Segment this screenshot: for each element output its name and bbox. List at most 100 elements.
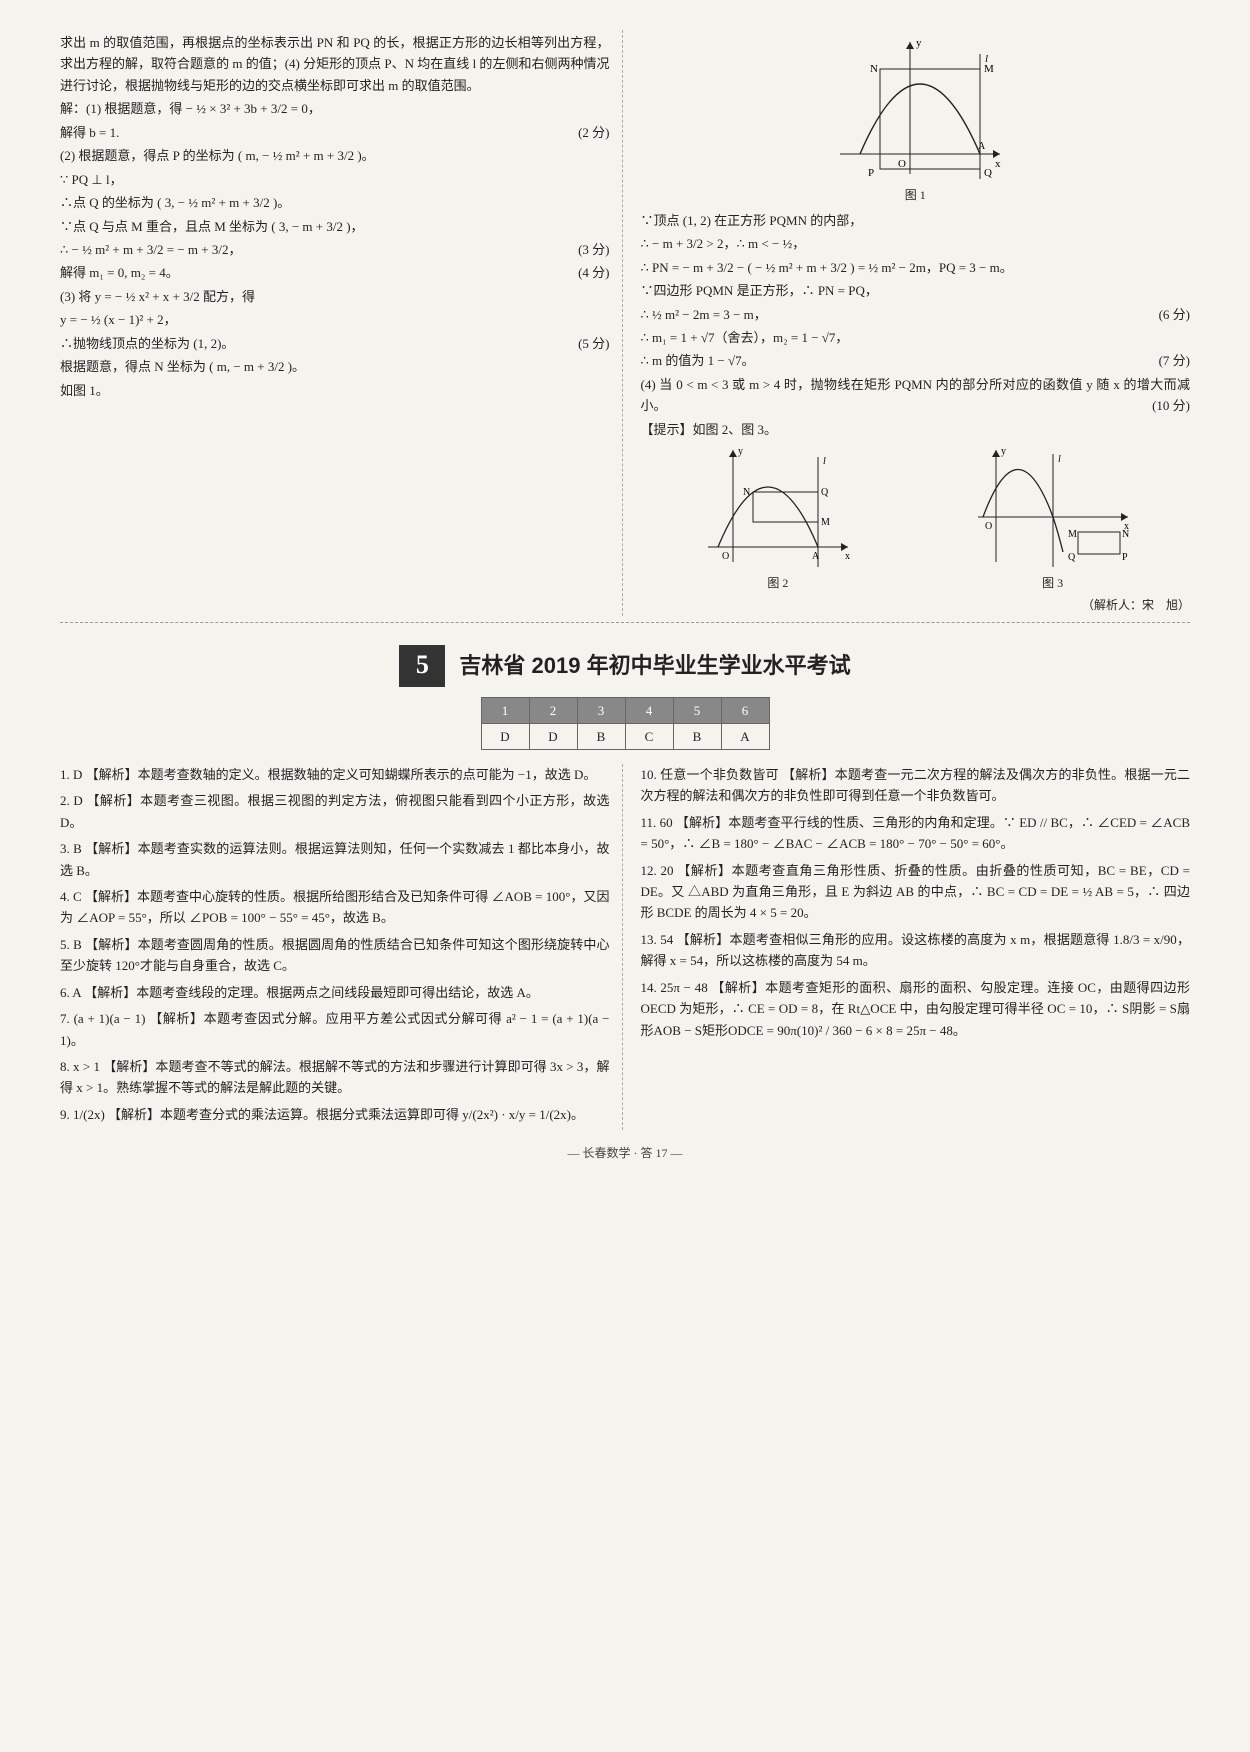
ah-1: 1 — [481, 697, 529, 723]
ul-b-text: 解得 b = 1. — [60, 125, 119, 140]
ul-para-intro: 求出 m 的取值范围，再根据点的坐标表示出 PN 和 PQ 的长，根据正方形的边… — [60, 32, 610, 96]
fig3-l: l — [1058, 454, 1061, 465]
av-5: B — [673, 723, 721, 749]
ur-pn-pq: ∴ PN = − m + 3/2 − ( − ½ m² + m + 3/2 ) … — [641, 257, 1191, 278]
ul-eq: ∴ − ½ m² + m + 3/2 = − m + 3/2， (3 分) — [60, 239, 610, 260]
fig2-M: M — [821, 517, 830, 528]
fig2-x: x — [845, 551, 850, 562]
ah-6: 6 — [721, 697, 769, 723]
page-footer: — 长春数学 · 答 17 — — [60, 1144, 1190, 1164]
fig3-label: 图 3 — [915, 574, 1190, 594]
section-5-heading: 5 吉林省 2019 年初中毕业生学业水平考试 — [60, 645, 1190, 687]
ul-m-text: 解得 m₁ = 0, m₂ = 4。 — [60, 265, 179, 280]
upper-left-col: 求出 m 的取值范围，再根据点的坐标表示出 PN 和 PQ 的长，根据正方形的边… — [60, 30, 623, 616]
fig3-svg: y x O l M N Q P — [968, 442, 1138, 572]
ul-complete-sq: (3) 将 y = − ½ x² + x + 3/2 配方，得 — [60, 286, 610, 307]
fig3-N: N — [1122, 529, 1129, 540]
ur-m-bound: ∴ − m + 3/2 > 2，∴ m < − ½， — [641, 233, 1191, 254]
fig1-M: M — [984, 63, 994, 75]
ul-score-4: (4 分) — [578, 262, 609, 283]
ul-qm: ∵点 Q 与点 M 重合，且点 M 坐标为 ( 3, − m + 3/2 )， — [60, 216, 610, 237]
fig2-l: l — [823, 456, 826, 467]
ur-part4: (4) 当 0 < m < 3 或 m > 4 时，抛物线在矩形 PQMN 内的… — [641, 374, 1191, 417]
ur-score-7: (7 分) — [1159, 350, 1190, 371]
section-title-text: 吉林省 2019 年初中毕业生学业水平考试 — [459, 648, 850, 684]
ul-score-3: (3 分) — [578, 239, 609, 260]
ul-score-5: (5 分) — [578, 333, 609, 354]
ul-vertex-coord: ∴抛物线顶点的坐标为 (1, 2)。 (5 分) — [60, 333, 610, 354]
ul-score-2: (2 分) — [578, 122, 609, 143]
fig3-Q: Q — [1068, 552, 1076, 563]
fig2-N: N — [743, 487, 750, 498]
q1: 1. D 【解析】本题考查数轴的定义。根据数轴的定义可知蝴蝶所表示的点可能为 −… — [60, 764, 610, 785]
fig1-label: 图 1 — [641, 186, 1191, 206]
lower-right-col: 10. 任意一个非负数皆可 【解析】本题考查一元二次方程的解法及偶次方的非负性。… — [641, 764, 1191, 1131]
ul-pq-perp: ∵ PQ ⊥ l， — [60, 169, 610, 190]
ah-5: 5 — [673, 697, 721, 723]
ah-3: 3 — [577, 697, 625, 723]
fig2-O: O — [722, 551, 729, 562]
q12: 12. 20 【解析】本题考查直角三角形性质、折叠的性质。由折叠的性质可知，BC… — [641, 860, 1191, 924]
ul-m-vals: 解得 m₁ = 0, m₂ = 4。 (4 分) — [60, 262, 610, 283]
q4: 4. C 【解析】本题考查中心旋转的性质。根据所给图形结合及已知条件可得 ∠AO… — [60, 886, 610, 929]
fig3-P: P — [1122, 552, 1128, 563]
lower-two-column: 1. D 【解析】本题考查数轴的定义。根据数轴的定义可知蝴蝶所表示的点可能为 −… — [60, 764, 1190, 1131]
analyst-credit: （解析人：宋 旭） — [641, 596, 1191, 616]
q8: 8. x > 1 【解析】本题考查不等式的解法。根据解不等式的方法和步骤进行计算… — [60, 1056, 610, 1099]
ul-p-coords: (2) 根据题意，得点 P 的坐标为 ( m, − ½ m² + m + 3/2… — [60, 145, 610, 166]
q5: 5. B 【解析】本题考查圆周角的性质。根据圆周角的性质结合已知条件可知这个图形… — [60, 934, 610, 977]
answer-table: 1 2 3 4 5 6 D D B C B A — [481, 697, 770, 750]
q11: 11. 60 【解析】本题考查平行线的性质、三角形的内角和定理。∵ ED // … — [641, 812, 1191, 855]
section-number: 5 — [399, 645, 445, 687]
av-6: A — [721, 723, 769, 749]
fig1-O: O — [898, 158, 906, 170]
upper-two-column: 求出 m 的取值范围，再根据点的坐标表示出 PN 和 PQ 的长，根据正方形的边… — [60, 30, 1190, 623]
ur-square: ∵四边形 PQMN 是正方形，∴ PN = PQ， — [641, 280, 1191, 301]
av-4: C — [625, 723, 673, 749]
ur-hint: 【提示】如图 2、图 3。 — [641, 419, 1191, 440]
fig-2-3-row: y x O l N Q M A 图 2 — [641, 442, 1191, 594]
q10: 10. 任意一个非负数皆可 【解析】本题考查一元二次方程的解法及偶次方的非负性。… — [641, 764, 1191, 807]
av-2: D — [529, 723, 577, 749]
ur-eq: ∴ ½ m² − 2m = 3 − m， (6 分) — [641, 304, 1191, 325]
figure-3: y x O l M N Q P 图 3 — [915, 442, 1190, 594]
fig2-Q: Q — [821, 487, 829, 498]
q2: 2. D 【解析】本题考查三视图。根据三视图的判定方法，俯视图只能看到四个小正方… — [60, 790, 610, 833]
ur-score-10: (10 分) — [1152, 395, 1190, 416]
ur-vertex-in: ∵顶点 (1, 2) 在正方形 PQMN 的内部， — [641, 210, 1191, 231]
fig1-Q: Q — [984, 167, 992, 179]
ul-sol-1: 解：(1) 根据题意，得 − ½ × 3² + 3b + 3/2 = 0， — [60, 98, 610, 119]
upper-right-col: y x O l A N M P Q 图 1 ∵顶点 (1, 2) 在正方形 PQ… — [641, 30, 1191, 616]
fig3-O: O — [985, 521, 992, 532]
ur-eq-text: ∴ ½ m² − 2m = 3 − m， — [641, 307, 767, 322]
fig1-A: A — [978, 141, 986, 152]
fig1-svg: y x O l A N M P Q — [820, 34, 1010, 184]
ul-b-val: 解得 b = 1. (2 分) — [60, 122, 610, 143]
figure-1: y x O l A N M P Q 图 1 — [641, 34, 1191, 206]
q13: 13. 54 【解析】本题考查相似三角形的应用。设这栋楼的高度为 x m，根据题… — [641, 929, 1191, 972]
ul-see-fig1: 如图 1。 — [60, 380, 610, 401]
ur-m-val: ∴ m 的值为 1 − √7。 (7 分) — [641, 350, 1191, 371]
fig1-x: x — [995, 158, 1001, 170]
fig1-y: y — [916, 37, 922, 49]
fig2-svg: y x O l N Q M A — [698, 442, 858, 572]
fig2-A: A — [812, 551, 820, 562]
q6: 6. A 【解析】本题考查线段的定理。根据两点之间线段最短即可得出结论，故选 A… — [60, 982, 610, 1003]
fig1-P: P — [868, 167, 874, 179]
fig1-N: N — [870, 63, 878, 75]
ah-4: 4 — [625, 697, 673, 723]
page: 求出 m 的取值范围，再根据点的坐标表示出 PN 和 PQ 的长，根据正方形的边… — [60, 30, 1190, 1164]
fig2-label: 图 2 — [641, 574, 916, 594]
lower-left-col: 1. D 【解析】本题考查数轴的定义。根据数轴的定义可知蝴蝶所表示的点可能为 −… — [60, 764, 623, 1131]
ah-2: 2 — [529, 697, 577, 723]
q14: 14. 25π − 48 【解析】本题考查矩形的面积、扇形的面积、勾股定理。连接… — [641, 977, 1191, 1041]
fig2-y: y — [738, 446, 743, 457]
ur-roots: ∴ m₁ = 1 + √7（舍去），m₂ = 1 − √7， — [641, 327, 1191, 348]
ur-score-6: (6 分) — [1159, 304, 1190, 325]
ul-eq-text: ∴ − ½ m² + m + 3/2 = − m + 3/2， — [60, 242, 241, 257]
fig3-y: y — [1001, 446, 1006, 457]
ur-m-text: ∴ m 的值为 1 − √7。 — [641, 353, 755, 368]
answer-value-row: D D B C B A — [481, 723, 769, 749]
q9: 9. 1/(2x) 【解析】本题考查分式的乘法运算。根据分式乘法运算即可得 y/… — [60, 1104, 610, 1125]
answer-header-row: 1 2 3 4 5 6 — [481, 697, 769, 723]
